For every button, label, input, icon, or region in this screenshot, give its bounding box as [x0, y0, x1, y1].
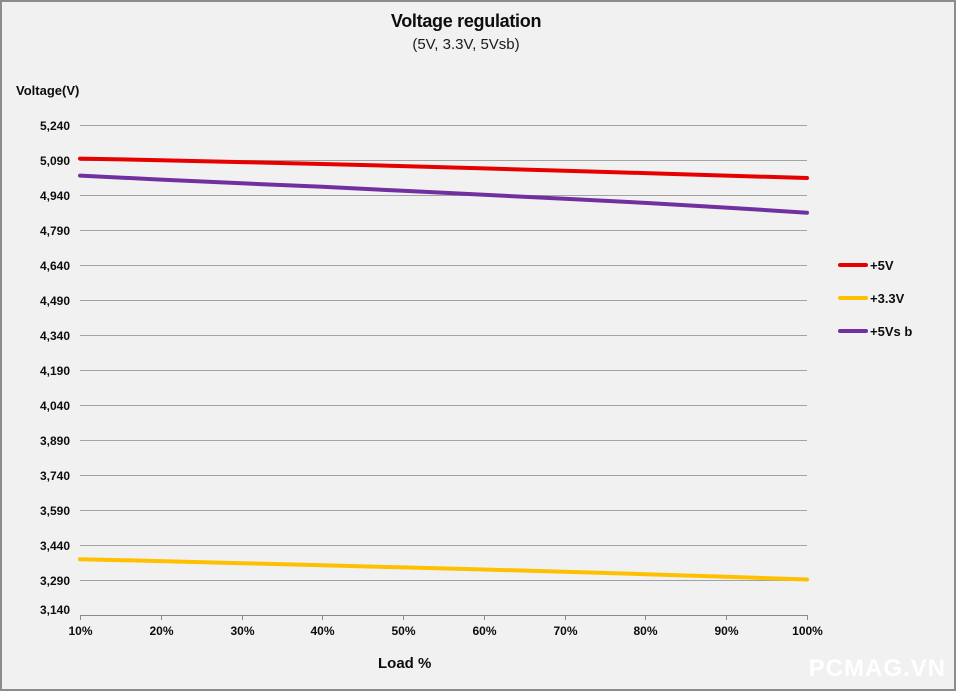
y-tick-label: 5,240: [39, 118, 70, 133]
y-tick-label: 3,290: [39, 573, 70, 588]
x-tick-label: 50%: [391, 624, 416, 638]
y-tick-label: 4,640: [39, 258, 70, 273]
y-tick-label: 3,440: [39, 538, 70, 553]
series-line-5v: [78, 156, 809, 180]
legend-item: +5Vs b: [838, 318, 912, 344]
y-tick-label: 3,740: [39, 468, 70, 483]
legend-item: +5V: [838, 252, 912, 278]
x-axis-title: Load %: [378, 655, 432, 672]
series-line-3.3v: [78, 557, 809, 582]
y-tick-label: 4,790: [39, 223, 70, 238]
x-tick-label: 30%: [230, 624, 255, 638]
x-tick-label: 10%: [68, 624, 93, 638]
x-tick-label: 20%: [149, 624, 174, 638]
legend-swatch: [838, 329, 868, 333]
y-axis-title: Voltage(V): [16, 83, 80, 98]
watermark: PCMAG.VN: [808, 655, 946, 682]
chart-subtitle: (5V, 3.3V, 5Vsb): [412, 36, 520, 53]
legend-swatch: [838, 296, 868, 300]
y-tick-label: 3,890: [39, 433, 70, 448]
x-tick-label: 40%: [310, 624, 335, 638]
y-tick-label: 4,340: [39, 328, 70, 343]
legend-item: +3.3V: [838, 285, 912, 311]
y-tick-label: 3,590: [39, 503, 70, 518]
legend-label: +3.3V: [870, 290, 905, 306]
series-line-5vsb: [78, 173, 809, 215]
y-tick-label: 3,140: [39, 602, 70, 617]
x-tick-label: 90%: [714, 624, 739, 638]
x-tick-label: 80%: [633, 624, 658, 638]
y-tick-label: 4,490: [39, 293, 70, 308]
legend-label: +5V: [870, 257, 894, 273]
x-tick-label: 60%: [472, 624, 497, 638]
y-tick-label: 5,090: [39, 153, 70, 168]
y-tick-label: 4,190: [39, 363, 70, 378]
legend-label: +5Vs b: [870, 323, 913, 339]
legend: +5V +3.3V +5Vs b: [838, 252, 912, 351]
legend-swatch: [838, 263, 868, 267]
x-tick-label: 100%: [792, 624, 823, 638]
y-tick-label: 4,940: [39, 188, 70, 203]
y-tick-label: 4,040: [39, 398, 70, 413]
chart-title: Voltage regulation: [390, 11, 542, 31]
x-tick-label: 70%: [553, 624, 578, 638]
